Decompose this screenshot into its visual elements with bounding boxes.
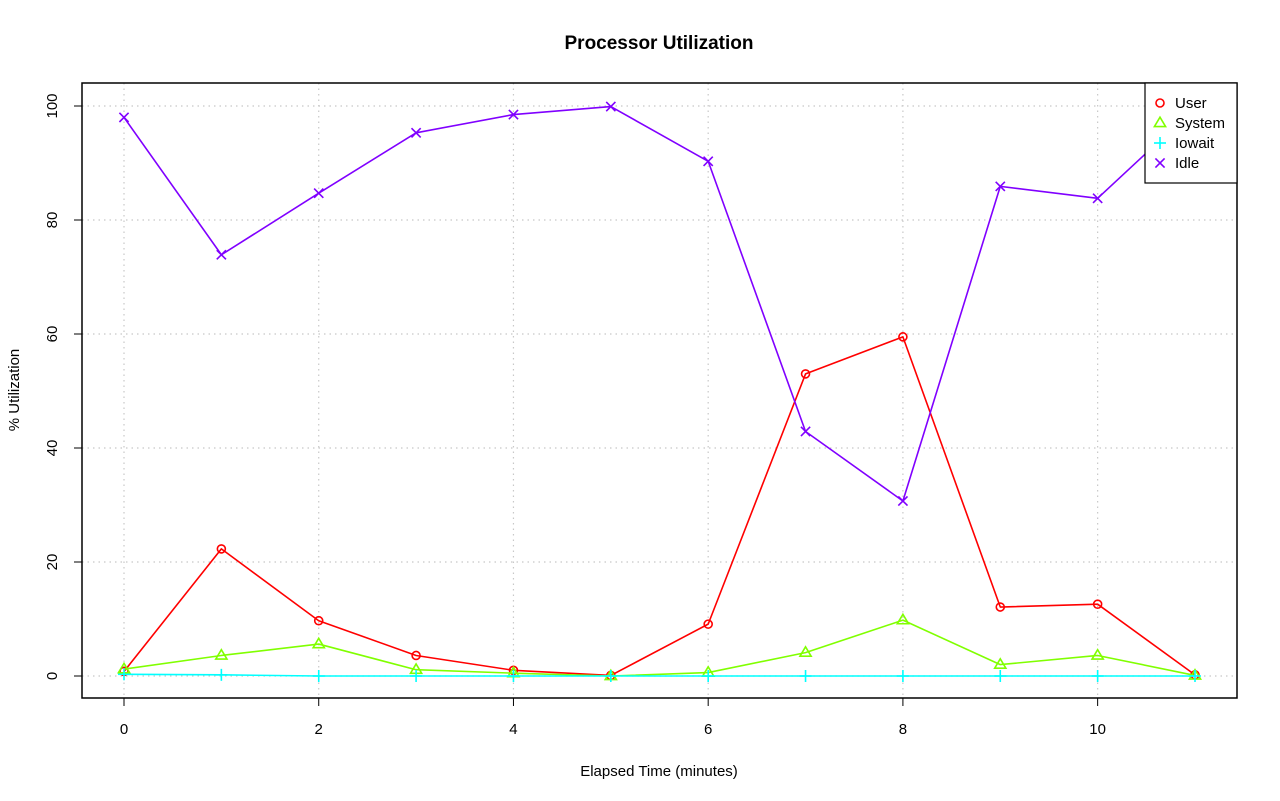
marker-stroke <box>410 127 422 138</box>
y-tick-label: 100 <box>44 93 61 118</box>
x-tick-label: 10 <box>1089 721 1106 738</box>
series-line-user <box>123 336 1196 677</box>
marker-stroke <box>313 188 324 199</box>
legend-label-iowait: Iowait <box>1175 135 1215 152</box>
data-point-iowait <box>994 670 1007 682</box>
legend-marker-system <box>1152 115 1168 128</box>
marker-stroke <box>605 101 616 112</box>
data-point-iowait <box>799 670 812 682</box>
data-point-idle <box>410 127 422 138</box>
x-axis-label: Elapsed Time (minutes) <box>580 763 738 780</box>
data-point-user <box>1092 599 1103 609</box>
x-tick-label: 4 <box>509 721 517 738</box>
data-point-system <box>1090 648 1105 660</box>
data-point-user <box>313 615 324 626</box>
data-point-user <box>411 650 421 661</box>
marker-stroke <box>703 156 714 167</box>
x-tick-label: 0 <box>120 721 128 738</box>
series-layer <box>116 101 1203 682</box>
data-point-user <box>703 619 713 629</box>
legend: User System Iowait Idle <box>1144 82 1238 184</box>
chart-title: Processor Utilization <box>565 33 754 54</box>
marker-stroke <box>1092 193 1103 204</box>
data-point-iowait <box>896 670 909 682</box>
data-point-system <box>993 657 1008 670</box>
data-point-iowait <box>1189 670 1201 682</box>
data-point-idle <box>1092 193 1103 204</box>
data-point-user <box>898 332 908 342</box>
series-system <box>116 612 1203 681</box>
data-point-iowait <box>604 670 617 682</box>
marker-stroke <box>216 249 227 260</box>
data-point-idle <box>118 112 130 123</box>
series-idle <box>118 101 1201 507</box>
data-point-system <box>214 648 229 660</box>
data-point-idle <box>897 495 909 507</box>
data-point-idle <box>216 249 227 260</box>
marker-stroke <box>508 109 519 120</box>
legend-marker-user <box>1155 98 1165 108</box>
legend-marker-idle <box>1154 157 1166 169</box>
y-tick-label: 40 <box>44 440 61 457</box>
data-point-user <box>800 369 811 379</box>
data-point-idle <box>605 101 616 112</box>
data-point-system <box>311 636 326 649</box>
marker-stroke <box>1154 157 1166 169</box>
data-point-idle <box>703 156 714 167</box>
data-point-idle <box>313 188 324 199</box>
series-line-idle <box>123 105 1196 502</box>
plot-frame <box>81 82 1238 699</box>
legend-label-idle: Idle <box>1175 155 1199 172</box>
data-point-iowait <box>1091 670 1104 682</box>
series-line-iowait <box>123 673 1195 677</box>
marker-stroke <box>995 181 1006 192</box>
data-point-system <box>895 612 910 625</box>
marker-stroke <box>800 426 811 437</box>
data-point-iowait <box>410 670 423 682</box>
data-point-iowait <box>702 670 715 682</box>
y-tick-label: 60 <box>44 326 61 343</box>
data-point-iowait <box>215 668 228 681</box>
data-point-system <box>798 645 813 658</box>
marker-stroke <box>118 112 130 123</box>
y-tick-label: 80 <box>44 212 61 229</box>
x-tick-label: 6 <box>704 721 712 738</box>
marker-stroke <box>897 495 909 507</box>
y-axis-label: % Utilization <box>6 349 23 432</box>
data-point-idle <box>995 181 1006 192</box>
x-tick-label: 2 <box>315 721 323 738</box>
data-point-user <box>995 602 1006 612</box>
series-user <box>119 332 1200 681</box>
series-iowait <box>118 668 1201 682</box>
data-point-idle <box>508 109 519 120</box>
data-point-iowait <box>507 670 520 682</box>
data-point-iowait <box>118 668 130 681</box>
legend-marker-iowait <box>1154 137 1166 149</box>
y-tick-label: 20 <box>44 554 61 571</box>
series-line-system <box>123 619 1196 677</box>
data-point-idle <box>800 426 811 437</box>
legend-label-user: User <box>1175 95 1207 112</box>
data-point-user <box>216 544 227 554</box>
y-tick-label: 0 <box>44 672 61 680</box>
x-tick-label: 8 <box>899 721 907 738</box>
data-point-iowait <box>312 670 325 682</box>
legend-label-system: System <box>1175 115 1225 132</box>
